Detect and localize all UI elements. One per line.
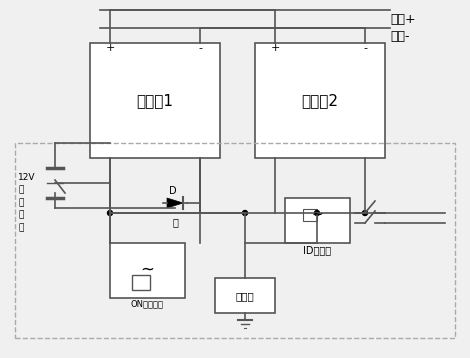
- Bar: [303, 209, 317, 221]
- Text: 高压-: 高压-: [390, 30, 409, 43]
- Text: D: D: [169, 186, 177, 196]
- Text: 充电机: 充电机: [235, 291, 254, 301]
- Text: +: +: [270, 43, 280, 53]
- Text: -: -: [198, 43, 202, 53]
- Bar: [215, 278, 275, 313]
- Text: -: -: [363, 43, 367, 53]
- Text: ~: ~: [140, 261, 154, 279]
- Circle shape: [362, 211, 368, 216]
- Text: 本: 本: [172, 217, 178, 227]
- Polygon shape: [167, 198, 183, 208]
- Bar: [132, 275, 150, 290]
- Bar: [110, 243, 185, 298]
- Text: 电池包1: 电池包1: [136, 93, 173, 108]
- Bar: [255, 43, 385, 158]
- Text: ON档继电器: ON档继电器: [131, 299, 164, 308]
- Text: 高压+: 高压+: [390, 13, 415, 26]
- Text: ~: ~: [311, 208, 323, 222]
- Circle shape: [108, 211, 112, 216]
- Bar: [285, 198, 350, 243]
- Circle shape: [243, 211, 248, 216]
- Bar: [90, 43, 220, 158]
- Bar: [15, 143, 455, 338]
- Text: ID识别器: ID识别器: [303, 245, 331, 255]
- Circle shape: [314, 211, 320, 216]
- Text: 12V
钥
起
开
关: 12V 钥 起 开 关: [18, 173, 36, 232]
- Text: 电池包2: 电池包2: [301, 93, 338, 108]
- Text: +: +: [105, 43, 115, 53]
